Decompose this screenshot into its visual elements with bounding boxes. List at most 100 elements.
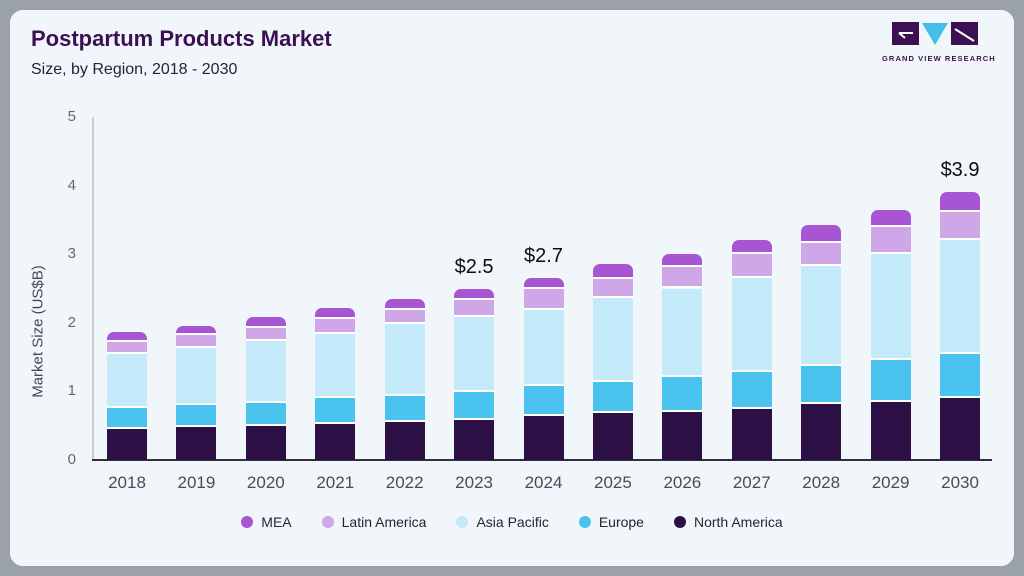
bar-2028-segment-europe [801,366,842,405]
bar-2020-segment-asia-pacific [245,341,286,404]
legend-dot-europe [578,516,591,528]
legend-item-north-america: North America [673,514,783,530]
bar-2028-segment-north-america [801,404,842,460]
bar-2029-segment-latin-america [870,226,911,254]
legend-item-latin-america: Latin America [321,514,427,530]
bar-2030-segment-latin-america [940,211,981,241]
bar-2023-segment-mea [454,288,495,301]
bar-2024-segment-asia-pacific [523,309,564,386]
bar-2026-segment-north-america [662,411,703,460]
bar-2024-segment-latin-america [523,289,564,310]
legend-label-latin-america: Latin America [341,514,427,530]
bar-2028-segment-latin-america [801,242,842,266]
bar-2019-segment-north-america [176,427,217,460]
bar-2030-segment-mea [940,192,981,212]
legend-dot-north-america [673,516,686,528]
bar-2026-segment-latin-america [662,267,703,289]
x-label-2026: 2026 [663,473,702,492]
bar-2026-segment-asia-pacific [662,288,703,377]
x-label-2021: 2021 [316,473,355,492]
x-axis-line [92,459,992,461]
y-tick-5: 5 [67,108,76,125]
bar-2030-segment-europe [940,353,981,398]
bar-2019-segment-mea [176,325,217,336]
y-tick-2: 2 [67,313,76,331]
bar-2022-segment-asia-pacific [384,324,425,396]
x-label-2029: 2029 [871,473,910,492]
bar-2025-segment-latin-america [592,278,633,299]
legend-dot-mea [241,516,254,528]
legend-label-north-america: North America [693,514,783,530]
bar-2027-segment-asia-pacific [731,278,772,373]
bar-2029-segment-europe [870,359,911,402]
legend-dot-asia-pacific [456,516,469,528]
bar-2023-segment-europe [454,392,495,420]
y-axis-line [92,117,94,460]
y-tick-1: 1 [67,382,76,400]
bar-2025-segment-europe [592,381,633,414]
bar-2024-segment-north-america [523,416,564,460]
legend-item-europe: Europe [578,514,644,530]
x-label-2018: 2018 [108,473,146,492]
bar-2021-segment-asia-pacific [315,333,356,399]
bar-2020-segment-europe [245,403,286,427]
bar-2025-segment-asia-pacific [592,298,633,382]
page-subtitle: Size, by Region, 2018 - 2030 [31,61,238,78]
gvr-logo-icon [892,22,978,45]
bar-2024-segment-mea [523,277,564,290]
bar-2029-segment-asia-pacific [870,253,911,360]
bar-2021-segment-mea [315,307,356,319]
bar-2025-segment-mea [592,263,633,279]
bar-2022-segment-north-america [384,421,425,460]
y-tick-4: 4 [67,176,76,194]
gvr-brand-text: GRAND VIEW RESEARCH [882,54,996,63]
bar-2027-segment-north-america [731,408,772,460]
bar-2018-segment-asia-pacific [107,353,147,408]
bar-2019-segment-latin-america [176,335,217,349]
legend-label-asia-pacific: Asia Pacific [476,514,549,530]
bar-2021-segment-north-america [315,423,356,460]
bar-2019-segment-asia-pacific [176,348,217,406]
bar-2020-segment-north-america [245,426,286,460]
bar-2030-segment-asia-pacific [940,240,981,354]
bar-2018-segment-latin-america [107,342,147,354]
bar-2019-segment-europe [176,405,217,428]
bar-2028-segment-asia-pacific [801,265,842,366]
bar-2022-segment-europe [384,395,425,422]
x-label-2027: 2027 [732,473,771,492]
bar-2023-segment-asia-pacific [454,317,495,393]
bar-2029-segment-mea [870,210,911,227]
legend-item-mea: MEA [241,514,292,530]
annotation-2024: $2.7 [524,244,563,267]
bar-2022-segment-latin-america [384,309,425,325]
bar-2030-segment-north-america [940,397,981,460]
bar-2025-segment-north-america [592,413,633,460]
annotation-2030: $3.9 [940,159,980,182]
bar-2027-segment-latin-america [731,254,772,279]
x-label-2028: 2028 [802,473,841,492]
gvr-logo: GRAND VIEW RESEARCH [882,20,996,63]
annotation-2023: $2.5 [454,255,494,278]
y-tick-3: 3 [67,245,76,263]
bar-2018-segment-mea [107,332,147,342]
legend-dot-latin-america [321,516,334,528]
x-label-2023: 2023 [455,473,493,492]
legend-label-mea: MEA [261,514,292,530]
bar-2023-segment-north-america [454,419,495,460]
page-title: Postpartum Products Market [31,26,332,51]
bar-2028-segment-mea [801,225,842,243]
x-label-2025: 2025 [594,473,632,492]
bar-2022-segment-mea [384,298,425,310]
bar-2021-segment-europe [315,398,356,424]
bar-2024-segment-europe [523,385,564,417]
bar-2029-segment-north-america [870,401,911,460]
x-label-2019: 2019 [177,473,216,492]
x-label-2022: 2022 [385,473,424,492]
legend-item-asia-pacific: Asia Pacific [456,514,549,530]
bar-2026-segment-europe [662,376,703,412]
bar-2027-segment-europe [731,372,772,409]
bar-2018-segment-europe [107,407,147,430]
y-tick-0: 0 [67,451,76,468]
bar-2018-segment-north-america [107,429,147,460]
